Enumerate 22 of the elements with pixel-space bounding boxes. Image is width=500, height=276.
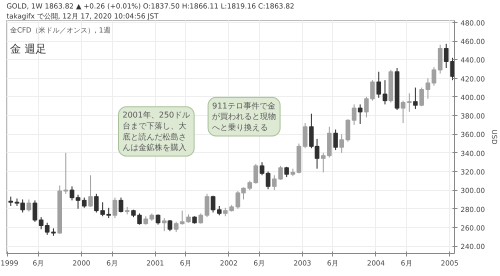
candlestick	[112, 197, 118, 219]
candlestick	[272, 174, 277, 191]
annotation: 2001年、250ドル台まで下落し、大底と読んだ松島さんは金鉱株を購入	[122, 110, 190, 152]
candlestick	[278, 165, 283, 180]
candlestick	[118, 197, 124, 213]
candlestick	[358, 104, 362, 124]
candlestick	[168, 219, 172, 232]
candlestick	[407, 92, 412, 112]
candlestick	[302, 122, 308, 149]
candlestick	[94, 193, 99, 213]
candlestick	[88, 174, 93, 208]
candlestick	[400, 100, 406, 124]
candlestick	[26, 198, 32, 212]
text: 金 週足	[10, 42, 47, 56]
candlestick	[156, 214, 160, 226]
candlestick	[284, 166, 289, 178]
candlestick	[333, 129, 338, 151]
candlestick	[352, 104, 356, 126]
candlestick	[413, 87, 418, 110]
candlestick	[162, 218, 167, 232]
candlestick	[32, 200, 38, 222]
annotation: 911テロ事件で金が買われると現物へと乗り換える	[212, 101, 276, 132]
